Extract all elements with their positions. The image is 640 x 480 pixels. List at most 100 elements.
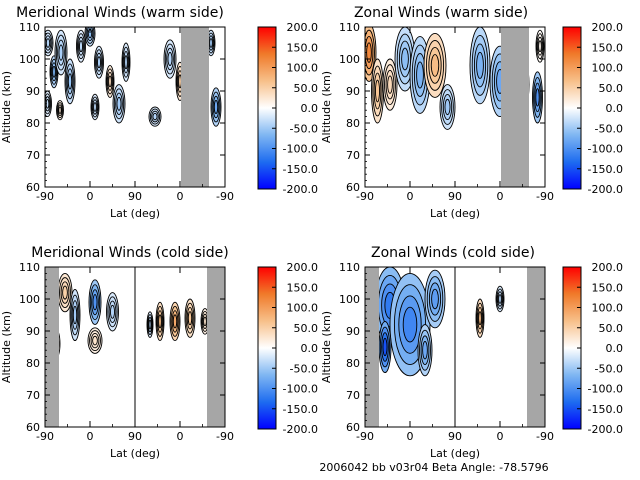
x-axis-label: Lat (deg) <box>110 207 160 220</box>
panel-meridional-cold: Meridional Winds (cold side) 60 70 80 90 100… <box>0 245 318 460</box>
x-tick-label: -90 <box>536 190 554 203</box>
colorbar-tick-label: -200.0 <box>588 423 623 436</box>
contour-blob <box>172 314 178 329</box>
contour-blob <box>92 294 98 311</box>
contour-blob <box>476 51 484 79</box>
contour-blob <box>62 285 68 300</box>
y-tick-label: 80 <box>346 117 360 130</box>
contour-blob <box>67 73 73 90</box>
colorbar-tick-label: 200.0 <box>592 21 624 34</box>
contour-field <box>365 27 545 187</box>
y-tick-label: 110 <box>339 21 360 34</box>
contour-blob <box>444 98 451 116</box>
contour-blob <box>124 55 128 70</box>
colorbar: 200.0 150.0 100.0 50.0 0.0 -50.0 -100.0 -150.0 -… <box>257 261 319 436</box>
contour-blob <box>152 112 158 121</box>
y-axis-label: Altitude (km) <box>320 311 333 383</box>
colorbar-tick-label: 100.0 <box>287 302 319 315</box>
x-tick-label: -90 <box>536 430 554 443</box>
contour-blob <box>108 75 112 88</box>
colorbar-tick-label: -150.0 <box>588 403 623 416</box>
contour-blob <box>110 304 115 319</box>
x-axis-label: Lat (deg) <box>430 447 480 460</box>
colorbar-tick-label: 50.0 <box>599 322 624 335</box>
x-tick-label: 0 <box>87 430 94 443</box>
contour-field <box>45 267 225 427</box>
panel-title: Meridional Winds (warm side) <box>16 5 224 21</box>
contour-blob <box>79 40 83 53</box>
contour-blob <box>203 316 207 327</box>
contour-blob <box>167 52 173 66</box>
colorbar: 200.0 150.0 100.0 50.0 0.0 -50.0 -100.0 -150.0 -… <box>562 21 624 196</box>
contour-blob <box>93 102 97 112</box>
colorbar-tick-label: -50.0 <box>290 122 318 135</box>
colorbar-tick-label: 150.0 <box>287 281 319 294</box>
x-tick-label: -90 <box>356 190 374 203</box>
y-tick-label: 80 <box>346 357 360 370</box>
contour-field <box>45 27 222 187</box>
no-data-band <box>365 267 379 427</box>
contour-field <box>365 267 545 427</box>
colorbar-tick-label: 50.0 <box>294 82 319 95</box>
y-tick-label: 100 <box>339 293 360 306</box>
x-tick-label: 0 <box>87 190 94 203</box>
panel-title: Zonal Winds (warm side) <box>354 5 528 21</box>
y-tick-label: 100 <box>339 53 360 66</box>
colorbar-tick-label: -100.0 <box>588 383 623 396</box>
contour-blob <box>187 311 193 326</box>
panel-title: Meridional Winds (cold side) <box>31 245 229 261</box>
y-axis-label: Altitude (km) <box>0 71 13 143</box>
y-tick-label: 60 <box>346 421 360 434</box>
x-tick-label: 0 <box>407 430 414 443</box>
contour-blob <box>213 100 219 114</box>
contour-blob <box>58 44 64 61</box>
contour-blob <box>538 40 542 53</box>
x-tick-label: -90 <box>216 190 234 203</box>
contour-blob <box>535 88 540 107</box>
y-tick-label: 80 <box>26 357 40 370</box>
colorbar-tick-label: 150.0 <box>287 41 319 54</box>
contour-blob <box>92 335 98 346</box>
colorbar-tick-label: 200.0 <box>287 261 319 274</box>
no-data-band <box>527 267 545 427</box>
colorbar-tick-label: -50.0 <box>595 362 623 375</box>
colorbar-tick-label: -150.0 <box>283 163 318 176</box>
x-tick-label: -90 <box>36 430 54 443</box>
colorbar-tick-label: -200.0 <box>588 183 623 196</box>
colorbar-tick-label: -50.0 <box>595 122 623 135</box>
x-tick-label: 0 <box>497 430 504 443</box>
panel-zonal-cold: Zonal Winds (cold side) 60 70 80 90 100 110 -9… <box>320 245 623 460</box>
x-tick-label: 0 <box>407 190 414 203</box>
contour-blob <box>416 61 424 89</box>
colorbar-tick-label: -50.0 <box>290 362 318 375</box>
colorbar-tick-label: 150.0 <box>592 281 624 294</box>
x-tick-label: -90 <box>216 430 234 443</box>
contour-blob <box>72 305 78 325</box>
y-tick-label: 80 <box>26 117 40 130</box>
colorbar-tick-label: -200.0 <box>283 423 318 436</box>
footer-caption: 2006042 bb v03r04 Beta Angle: -78.5796 <box>319 461 548 474</box>
colorbar-tick-label: -100.0 <box>283 383 318 396</box>
colorbar-tick-label: 50.0 <box>599 82 624 95</box>
colorbar-tick-label: 100.0 <box>592 62 624 75</box>
x-tick-label: -90 <box>356 430 374 443</box>
contour-blob <box>382 337 388 357</box>
contour-blob <box>209 38 213 48</box>
colorbar-tick-label: 100.0 <box>287 62 319 75</box>
colorbar-tick-label: -100.0 <box>588 143 623 156</box>
y-axis-label: Altitude (km) <box>0 311 13 383</box>
no-data-band <box>45 267 59 427</box>
colorbar-tick-label: 0.0 <box>301 102 319 115</box>
x-tick-label: 0 <box>497 190 504 203</box>
colorbar-tick-label: 150.0 <box>592 41 624 54</box>
contour-blob <box>478 311 482 326</box>
contour-blob <box>430 54 440 77</box>
y-tick-label: 90 <box>346 325 360 338</box>
y-tick-label: 110 <box>19 261 40 274</box>
y-tick-label: 90 <box>346 85 360 98</box>
colorbar-tick-label: -150.0 <box>588 163 623 176</box>
x-axis-label: Lat (deg) <box>110 447 160 460</box>
y-tick-label: 110 <box>339 261 360 274</box>
y-axis-label: Altitude (km) <box>320 71 333 143</box>
